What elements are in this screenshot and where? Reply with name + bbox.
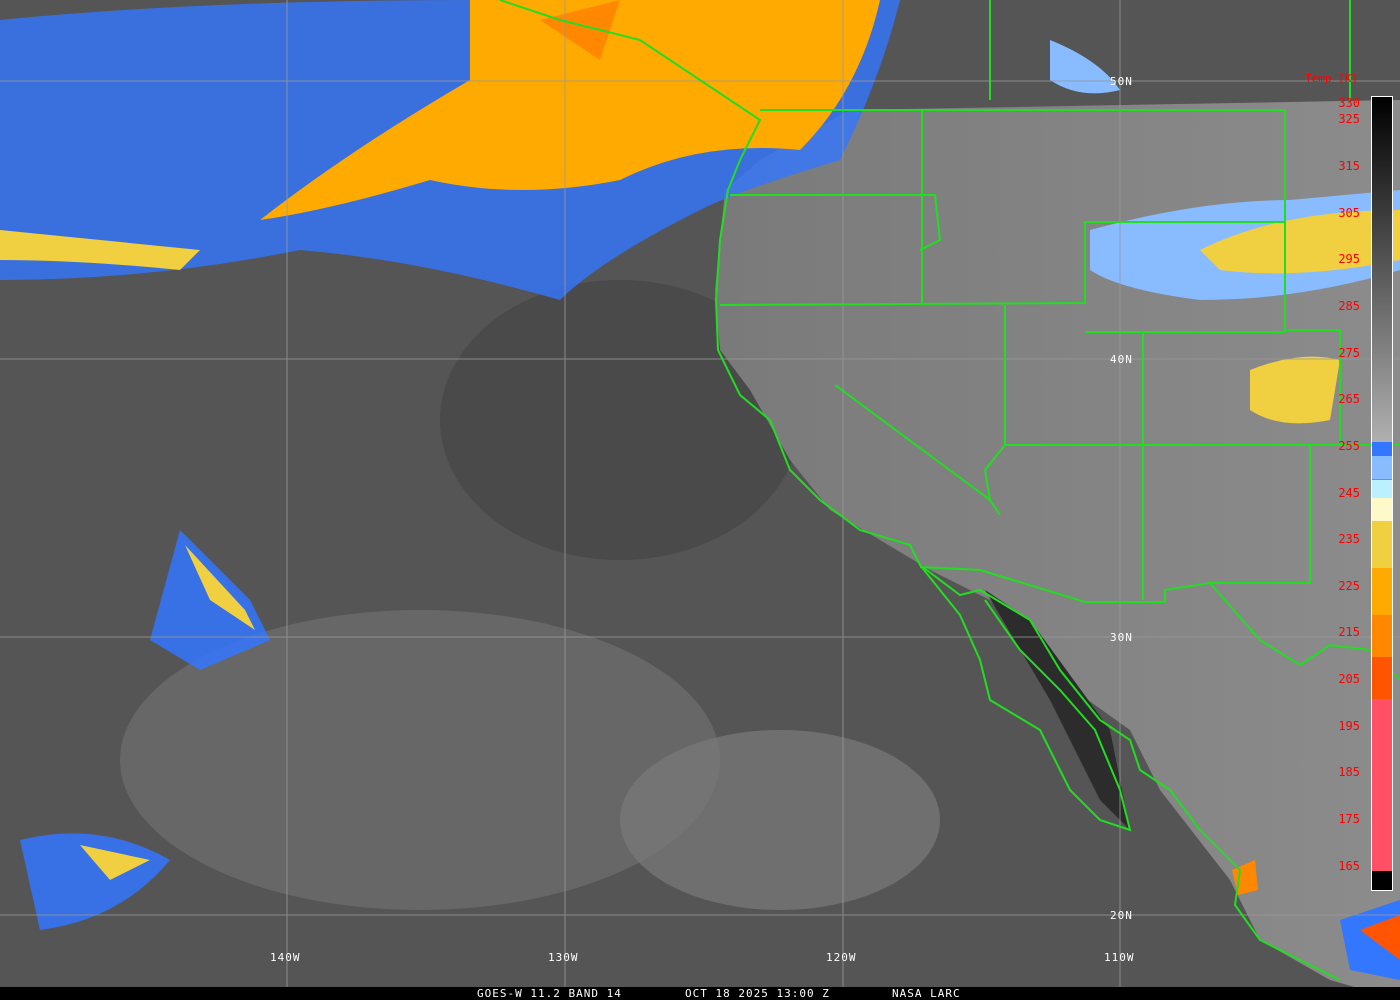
colorbar-tick-label: 295 (1338, 252, 1360, 267)
lat-label-50n: 50N (1110, 75, 1133, 88)
lat-label-20n: 20N (1110, 909, 1133, 922)
caption-product: GOES-W 11.2 BAND 14 (477, 987, 622, 1000)
colorbar-tick-label: 275 (1338, 345, 1360, 360)
colorbar-tick-label: 245 (1338, 485, 1360, 500)
colorbar-tick-label: 285 (1338, 298, 1360, 313)
colorbar-segment (1372, 456, 1392, 480)
lon-label-130w: 130W (548, 951, 579, 964)
colorbar-tick-label: 195 (1338, 718, 1360, 733)
colorbar-tick-label: 315 (1338, 158, 1360, 173)
lat-label-30n: 30N (1110, 631, 1133, 644)
colorbar-segment (1372, 442, 1392, 457)
colorbar-segment (1372, 698, 1392, 872)
colorbar-segment (1372, 656, 1392, 699)
colorbar-tick-label: 305 (1338, 205, 1360, 220)
colorbar-segment (1372, 871, 1392, 890)
colorbar-tick-label: 215 (1338, 625, 1360, 640)
colorbar-tick-label: 175 (1338, 812, 1360, 827)
colorbar-tick-label: 330 (1338, 96, 1360, 110)
low-cloud (620, 730, 940, 910)
colorbar-segment (1372, 614, 1392, 657)
colorbar-segment (1372, 498, 1392, 522)
lon-label-110w: 110W (1104, 951, 1135, 964)
land (715, 100, 1400, 1000)
caption-datetime: OCT 18 2025 13:00 Z (685, 987, 830, 1000)
colorbar (1371, 96, 1393, 891)
colorbar-segment (1372, 521, 1392, 569)
colorbar-segment (1372, 97, 1392, 443)
colorbar-tick-label: 325 (1338, 112, 1360, 127)
colorbar-tick-label: 255 (1338, 438, 1360, 453)
colorbar-segment (1372, 568, 1392, 615)
colorbar-tick-label: 265 (1338, 392, 1360, 407)
lat-label-40n: 40N (1110, 353, 1133, 366)
colorbar-tick-label: 205 (1338, 672, 1360, 687)
colorbar-tick-label: 235 (1338, 532, 1360, 547)
dark-region (440, 280, 800, 560)
political-borders (499, 0, 1400, 981)
lon-label-120w: 120W (826, 951, 857, 964)
colorbar-tick-label: 165 (1338, 858, 1360, 873)
low-cloud (120, 610, 720, 910)
colorbar-segment (1372, 479, 1392, 499)
lon-label-140w: 140W (270, 951, 301, 964)
colorbar-tick-label: 185 (1338, 765, 1360, 780)
colorbar-title: Temp [K] (1305, 72, 1358, 85)
colorbar-tick-label: 225 (1338, 578, 1360, 593)
caption-source: NASA LARC (892, 987, 961, 1000)
caption-bar: GOES-W 11.2 BAND 14 OCT 18 2025 13:00 Z … (0, 987, 1400, 1000)
